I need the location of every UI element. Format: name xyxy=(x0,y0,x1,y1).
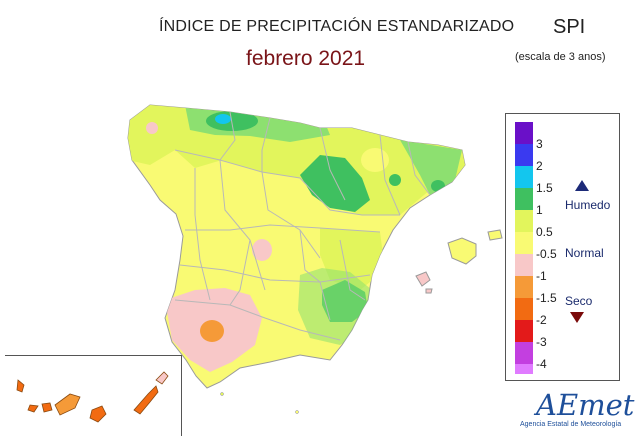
legend-swatch-1 xyxy=(515,122,533,144)
canary-la-palma xyxy=(16,379,25,393)
legend-tick: 0.5 xyxy=(536,225,553,239)
zone-ebro-green xyxy=(389,174,401,186)
zone-southeast-ring xyxy=(298,268,372,345)
zone-very-dry xyxy=(200,320,224,342)
aemet-logo: AEmet xyxy=(536,388,635,422)
canary-lanzarote xyxy=(155,371,169,385)
map-title: ÍNDICE DE PRECIPITACIÓN ESTANDARIZADO xyxy=(159,18,515,35)
zone-extreme-wet xyxy=(215,114,231,124)
legend-swatch-2 xyxy=(515,144,533,166)
province-borders xyxy=(174,111,431,341)
ceuta xyxy=(220,392,224,396)
melilla xyxy=(295,410,299,414)
canary-islands xyxy=(16,371,169,423)
legend-swatch-4 xyxy=(515,188,533,210)
legend-swatch-5 xyxy=(515,210,533,232)
zone-castilla-wet xyxy=(300,155,370,212)
scale-note: (escala de 3 anos) xyxy=(515,51,606,63)
legend-tick: 3 xyxy=(536,137,543,151)
period-label: febrero 2021 xyxy=(246,47,366,70)
canary-tenerife xyxy=(54,393,81,416)
canary-inset-frame xyxy=(5,355,182,436)
legend-swatch-11 xyxy=(515,342,533,364)
canary-el-hierro xyxy=(27,404,39,413)
aemet-logo-subtitle: Agencia Estatal de Meteorología xyxy=(520,421,622,428)
legend-tick: -2 xyxy=(536,313,547,327)
legend-swatch-7 xyxy=(515,254,533,276)
canary-fuerteventura xyxy=(133,385,159,415)
zone-catalonia xyxy=(400,140,462,195)
balearic-menorca xyxy=(487,229,503,241)
legend-swatch-3 xyxy=(515,166,533,188)
legend-tick: -1 xyxy=(536,269,547,283)
legend-category-dry: Seco xyxy=(565,294,593,308)
legend-tick: 1.5 xyxy=(536,181,553,195)
zone-madrid-dry xyxy=(252,239,272,261)
zone-galicia-dry xyxy=(146,122,158,134)
zone-tarragona-green xyxy=(431,180,445,192)
legend-tick: 1 xyxy=(536,203,543,217)
legend: 3 2 1.5 1 0.5 -0.5 -1 -1.5 -2 -3 -4 Hume… xyxy=(505,113,620,381)
canary-la-gomera xyxy=(41,402,53,413)
legend-tick: 2 xyxy=(536,159,543,173)
index-name: SPI xyxy=(553,16,586,38)
legend-category-normal: Normal xyxy=(565,246,604,260)
wet-triangle-icon xyxy=(575,180,589,191)
balearic-mallorca xyxy=(447,237,477,265)
legend-swatch-10 xyxy=(515,320,533,342)
canary-gran-canaria xyxy=(89,405,107,423)
balearic-ibiza xyxy=(415,271,431,287)
legend-swatch-12 xyxy=(515,364,533,374)
dry-triangle-icon xyxy=(570,312,584,323)
legend-swatch-9 xyxy=(515,298,533,320)
legend-tick: -1.5 xyxy=(536,291,557,305)
legend-tick: -3 xyxy=(536,335,547,349)
legend-tick: -4 xyxy=(536,357,547,371)
legend-swatch-8 xyxy=(515,276,533,298)
zone-east-yellow xyxy=(361,148,389,172)
legend-category-wet: Humedo xyxy=(565,198,611,212)
balearic-formentera xyxy=(425,288,433,294)
legend-swatch-6 xyxy=(515,232,533,254)
legend-tick: -0.5 xyxy=(536,247,557,261)
